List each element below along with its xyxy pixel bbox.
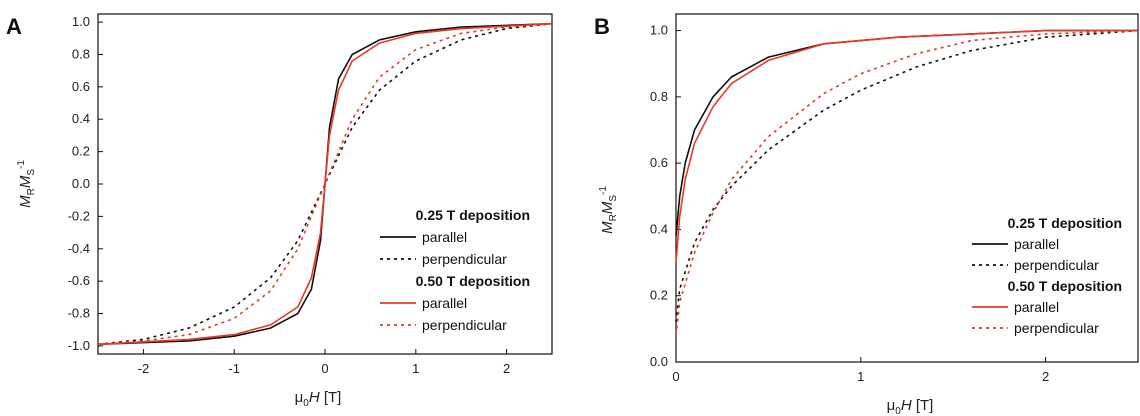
- y-tick-label-a-3: -0.4: [68, 241, 90, 256]
- legend-label-a-1-1: perpendicular: [422, 317, 507, 333]
- x-axis-title-a: μ0H [T]: [295, 389, 342, 409]
- y-tick-label-a-10: 1.0: [72, 14, 90, 29]
- legend-label-b-0-1: perpendicular: [1014, 257, 1099, 273]
- axis-ticks-b: 0 1 2 0.0 0.2 0.4 0.6 0.8 1.0: [650, 23, 1049, 384]
- x-tick-label-b-2: 2: [1042, 369, 1049, 384]
- legend-label-a-0-1: perpendicular: [422, 251, 507, 267]
- panel-b: B 0 1 2 0.0 0.2 0.4 0.6 0.8 1.0 μ0H [T] MRMS-1 0…: [594, 13, 1139, 416]
- y-axis-title-a: MRMS-1: [16, 160, 37, 208]
- plot-frame-b: [675, 13, 1139, 363]
- y-tick-label-a-7: 0.4: [72, 111, 90, 126]
- y-tick-label-a-9: 0.8: [72, 46, 90, 61]
- x-tick-label-b-0: 0: [672, 369, 679, 384]
- series-b-2: [675, 29, 1138, 263]
- y-tick-label-b-2: 0.4: [650, 221, 668, 236]
- axis-ticks-a: -2 -1 0 1 2 -1.0 -0.8 -0.6 -0.4 -0.2 0.0 0.2 0.4 0.6 0…: [68, 14, 511, 376]
- legend-label-b-1-0: parallel: [1014, 299, 1059, 315]
- x-axis-title-b: μ0H [T]: [887, 397, 934, 416]
- y-tick-label-a-2: -0.6: [68, 273, 90, 288]
- y-tick-label-a-6: 0.2: [72, 144, 90, 159]
- y-tick-label-a-5: 0.0: [72, 176, 90, 191]
- legend-label-a-0-0: parallel: [422, 229, 467, 245]
- y-tick-label-a-0: -1.0: [68, 338, 90, 353]
- legend-heading-b-1: 0.50 T deposition: [1008, 278, 1122, 294]
- y-tick-label-a-8: 0.6: [72, 79, 90, 94]
- y-tick-label-b-4: 0.8: [650, 89, 668, 104]
- series-lines-a: [97, 22, 553, 346]
- legend-heading-b-0: 0.25 T deposition: [1008, 215, 1122, 231]
- series-lines-b: [675, 29, 1139, 336]
- series-b-1: [675, 29, 1139, 323]
- y-axis-title-b: MRMS-1: [598, 186, 619, 234]
- y-tick-label-b-5: 1.0: [650, 23, 668, 38]
- legend-label-b-1-1: perpendicular: [1014, 320, 1099, 336]
- legend-b: 0.25 T deposition parallel perpendicular 0.…: [972, 215, 1122, 336]
- panel-letter-a: A: [6, 14, 22, 39]
- legend-heading-a-1: 0.50 T deposition: [416, 273, 530, 289]
- series-a-3: [97, 22, 553, 346]
- y-tick-label-a-1: -0.8: [68, 306, 90, 321]
- x-tick-label-a-1: -1: [228, 361, 240, 376]
- x-tick-label-a-3: 1: [412, 361, 419, 376]
- series-a-1: [97, 22, 553, 346]
- x-tick-label-a-4: 2: [503, 361, 510, 376]
- series-a-2: [97, 22, 553, 346]
- series-b-0: [675, 29, 1138, 237]
- legend-heading-a-0: 0.25 T deposition: [416, 207, 530, 223]
- legend-label-b-0-0: parallel: [1014, 236, 1059, 252]
- panel-letter-b: B: [594, 14, 610, 39]
- y-tick-label-b-1: 0.2: [650, 288, 668, 303]
- panel-a: A -2 -1 0 1 2 -1.0 -0.8 -0.6 -0.4 -0.2 0.0 0.2 0.4 0.…: [6, 13, 553, 409]
- y-tick-label-b-0: 0.0: [650, 354, 668, 369]
- x-tick-label-a-2: 0: [321, 361, 328, 376]
- y-tick-label-a-4: -0.2: [68, 208, 90, 223]
- legend-a: 0.25 T deposition parallel perpendicular 0.…: [380, 207, 530, 333]
- x-tick-label-a-0: -2: [138, 361, 150, 376]
- x-tick-label-b-1: 1: [857, 369, 864, 384]
- series-b-3: [675, 29, 1139, 336]
- legend-label-a-1-0: parallel: [422, 295, 467, 311]
- y-tick-label-b-3: 0.6: [650, 155, 668, 170]
